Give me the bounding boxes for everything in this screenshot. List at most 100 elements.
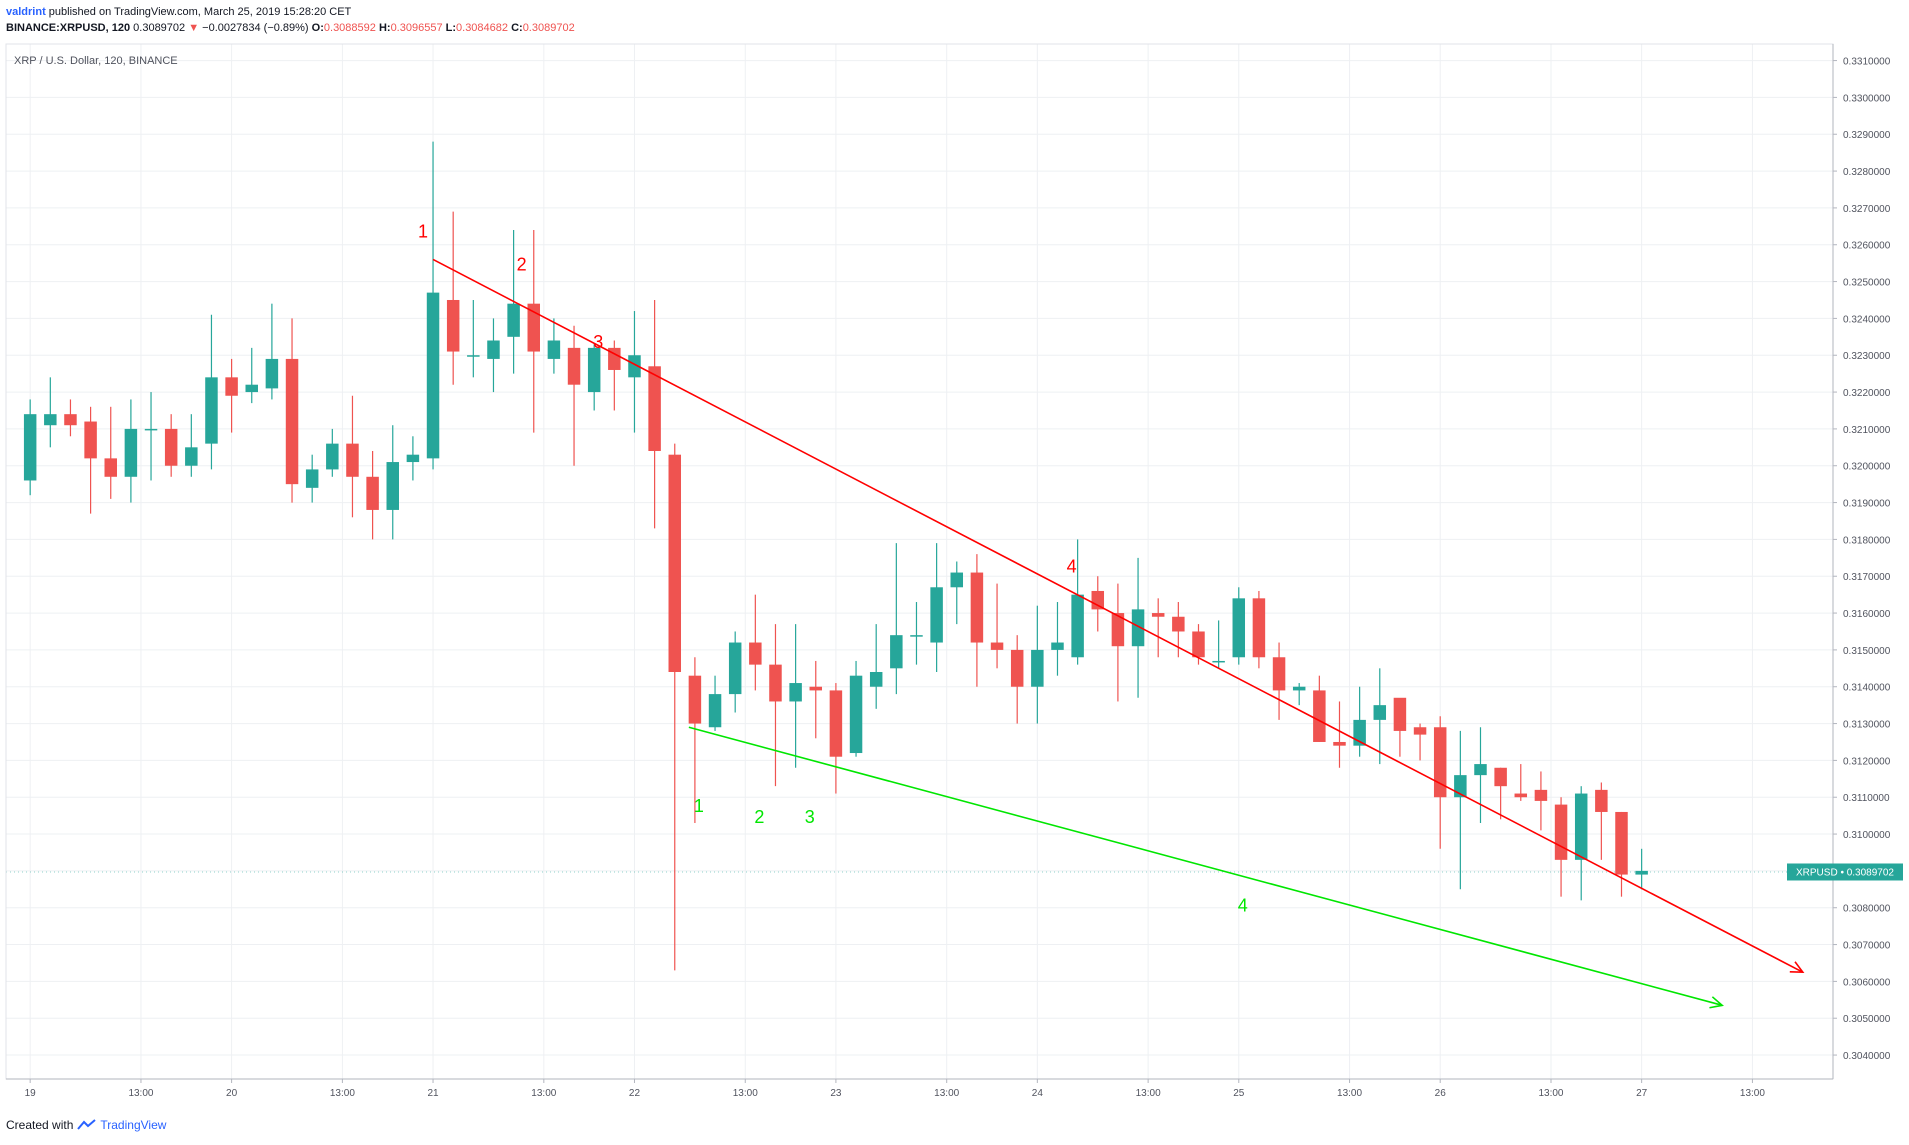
candle[interactable] [1514,764,1528,801]
candle[interactable] [547,318,561,374]
candle[interactable] [688,657,702,824]
candle-body [1010,649,1024,687]
candle[interactable] [829,683,843,794]
candle[interactable] [708,675,722,731]
candle[interactable] [587,344,601,411]
candle-body [446,299,460,352]
candle[interactable] [1292,683,1306,706]
candle[interactable] [467,299,480,378]
candle[interactable] [1111,583,1125,702]
candle[interactable] [124,399,138,503]
x-tick-label: 21 [427,1088,439,1099]
candle[interactable] [245,347,258,404]
candle[interactable] [628,311,641,433]
low-value: 0.3084682 [456,22,509,34]
resistance-trendline[interactable] [432,258,1805,974]
support-arrowhead-icon [1709,996,1724,1009]
candle-body [1071,594,1084,658]
candle[interactable] [527,230,540,433]
candle[interactable] [1574,786,1588,901]
candle[interactable] [1010,635,1024,724]
candle[interactable] [970,554,984,687]
candle[interactable] [1534,771,1548,831]
candle-body [64,414,77,426]
candle[interactable] [1433,716,1447,849]
candle[interactable] [164,414,178,477]
open-label: O: [311,22,324,34]
candle[interactable] [1454,730,1467,890]
candle[interactable] [769,624,782,787]
candle[interactable] [326,428,339,477]
candle[interactable] [1615,811,1628,897]
candle[interactable] [104,406,117,499]
candle[interactable] [305,454,319,503]
candle[interactable] [1151,598,1165,658]
candle-body [346,443,359,477]
candle[interactable] [185,414,198,477]
candle[interactable] [1313,675,1326,742]
candle[interactable] [567,325,581,466]
candle[interactable] [44,377,57,448]
candle[interactable] [648,299,661,529]
ohlc-line: BINANCE:XRPUSD, 120 0.3089702 ▼ −0.00278… [6,20,575,36]
candle[interactable] [789,624,802,768]
candle[interactable] [1494,767,1507,820]
candle[interactable] [890,543,903,695]
candle[interactable] [1353,686,1366,757]
candle[interactable] [1595,782,1608,860]
candle[interactable] [406,436,420,481]
candle-body [1131,609,1145,647]
candle[interactable] [1333,701,1346,768]
candle[interactable] [1091,576,1105,632]
candle-body [124,428,138,477]
candle[interactable] [950,561,964,625]
candle[interactable] [265,303,279,400]
candle[interactable] [668,443,682,971]
candle-body [205,377,218,444]
candle[interactable] [487,318,500,393]
candle[interactable] [1051,602,1064,676]
candle[interactable] [1252,590,1266,669]
candle[interactable] [1413,723,1427,761]
candle[interactable] [1373,668,1387,765]
candle[interactable] [84,406,97,514]
candle[interactable] [728,631,742,713]
candle[interactable] [749,594,762,691]
candle[interactable] [64,399,77,437]
candle[interactable] [144,392,158,481]
candle[interactable] [205,314,218,470]
candle[interactable] [910,602,923,665]
tradingview-link[interactable]: TradingView [77,1118,166,1132]
candle[interactable] [608,340,621,411]
candle[interactable] [1474,727,1487,824]
candle[interactable] [1131,557,1145,698]
candle[interactable] [426,141,440,470]
candle[interactable] [346,395,359,518]
candle[interactable] [849,660,863,757]
candle[interactable] [1031,605,1044,724]
candle[interactable] [869,624,883,709]
candle[interactable] [1232,587,1246,665]
author-link[interactable]: valdrint [6,6,46,18]
candle[interactable] [23,399,37,496]
candle[interactable] [1393,697,1407,757]
candle[interactable] [930,543,943,672]
candle[interactable] [990,583,1004,669]
candle[interactable] [225,358,238,433]
candle[interactable] [386,425,399,540]
support-trendline[interactable] [688,726,1724,1009]
candle[interactable] [1272,642,1286,720]
close-value: 0.3089702 [522,22,575,34]
candle[interactable] [446,211,460,385]
candle[interactable] [366,451,379,540]
tradingview-logo-icon [77,1119,97,1130]
candle[interactable] [1635,848,1648,890]
candle[interactable] [1212,620,1225,669]
candle[interactable] [285,318,299,503]
candle[interactable] [1071,539,1084,665]
candle-body [1292,686,1306,691]
y-tick-label: 0.3300000 [1843,93,1891,104]
y-tick-label: 0.3060000 [1843,977,1891,988]
candle[interactable] [809,660,823,739]
